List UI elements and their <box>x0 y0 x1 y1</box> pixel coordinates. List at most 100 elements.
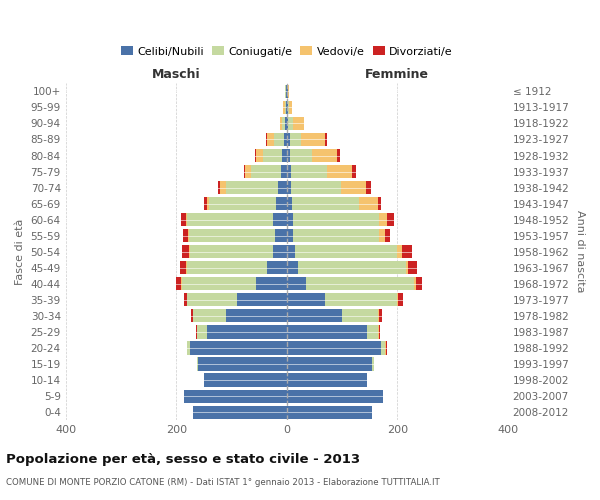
Bar <box>385 229 390 242</box>
Bar <box>286 101 287 114</box>
Bar <box>190 342 287 354</box>
Bar <box>287 133 290 146</box>
Bar <box>287 294 325 306</box>
Bar <box>286 85 287 98</box>
Bar <box>287 181 291 194</box>
Bar <box>386 342 388 354</box>
Bar <box>402 245 412 258</box>
Bar <box>325 133 326 146</box>
Bar <box>273 213 287 226</box>
Bar <box>397 245 402 258</box>
Bar <box>266 133 268 146</box>
Bar <box>278 181 287 194</box>
Bar <box>414 277 416 290</box>
Bar <box>184 229 188 242</box>
Bar <box>187 342 190 354</box>
Bar <box>416 277 422 290</box>
Bar <box>284 133 287 146</box>
Bar <box>381 342 385 354</box>
Bar <box>226 181 278 194</box>
Bar <box>188 229 189 242</box>
Bar <box>176 277 181 290</box>
Bar <box>291 165 327 178</box>
Bar <box>273 245 287 258</box>
Bar <box>288 101 289 114</box>
Text: COMUNE DI MONTE PORZIO CATONE (RM) - Dati ISTAT 1° gennaio 2013 - Elaborazione T: COMUNE DI MONTE PORZIO CATONE (RM) - Dat… <box>6 478 440 487</box>
Bar <box>287 197 292 210</box>
Bar <box>199 358 287 370</box>
Bar <box>187 261 268 274</box>
Bar <box>237 294 287 306</box>
Bar <box>301 133 325 146</box>
Bar <box>359 197 378 210</box>
Bar <box>342 310 378 322</box>
Bar <box>291 181 341 194</box>
Bar <box>256 277 287 290</box>
Bar <box>187 213 273 226</box>
Bar <box>287 149 290 162</box>
Bar <box>283 101 284 114</box>
Bar <box>255 149 256 162</box>
Bar <box>283 117 285 130</box>
Bar <box>179 261 186 274</box>
Bar <box>352 165 356 178</box>
Bar <box>298 261 406 274</box>
Text: Femmine: Femmine <box>365 68 429 81</box>
Bar <box>184 294 187 306</box>
Bar <box>378 326 379 338</box>
Bar <box>268 261 287 274</box>
Bar <box>388 213 394 226</box>
Bar <box>193 406 287 418</box>
Bar <box>325 294 397 306</box>
Bar <box>287 101 288 114</box>
Bar <box>289 117 293 130</box>
Bar <box>244 165 245 178</box>
Bar <box>190 245 273 258</box>
Y-axis label: Anni di nascita: Anni di nascita <box>575 210 585 293</box>
Bar <box>373 358 374 370</box>
Bar <box>187 294 237 306</box>
Bar <box>287 406 373 418</box>
Text: Maschi: Maschi <box>152 68 200 81</box>
Bar <box>398 294 403 306</box>
Bar <box>284 85 286 98</box>
Bar <box>263 149 283 162</box>
Bar <box>191 310 193 322</box>
Bar <box>280 117 283 130</box>
Bar <box>197 358 199 370</box>
Bar <box>193 310 226 322</box>
Bar <box>406 261 409 274</box>
Bar <box>204 197 206 210</box>
Bar <box>209 197 275 210</box>
Bar <box>204 374 287 386</box>
Bar <box>284 101 286 114</box>
Bar <box>287 390 383 402</box>
Bar <box>367 326 378 338</box>
Bar <box>379 229 385 242</box>
Bar <box>182 277 256 290</box>
Bar <box>288 85 289 98</box>
Bar <box>220 181 226 194</box>
Bar <box>293 229 379 242</box>
Bar <box>287 117 289 130</box>
Bar <box>287 277 306 290</box>
Bar <box>185 213 187 226</box>
Bar <box>189 229 275 242</box>
Bar <box>287 165 291 178</box>
Bar <box>182 245 189 258</box>
Bar <box>292 197 359 210</box>
Bar <box>251 165 281 178</box>
Bar <box>281 165 287 178</box>
Bar <box>366 181 371 194</box>
Bar <box>287 85 288 98</box>
Bar <box>197 326 206 338</box>
Bar <box>287 342 381 354</box>
Bar <box>181 277 182 290</box>
Bar <box>186 261 187 274</box>
Bar <box>378 310 379 322</box>
Bar <box>327 165 352 178</box>
Bar <box>256 149 263 162</box>
Bar <box>287 326 367 338</box>
Bar <box>287 213 293 226</box>
Bar <box>287 229 293 242</box>
